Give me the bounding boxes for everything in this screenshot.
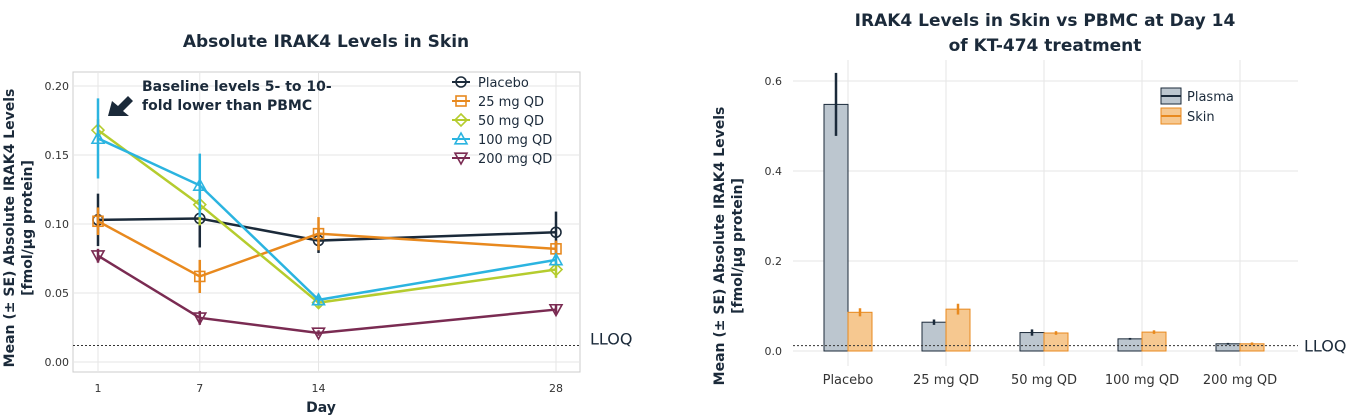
right-y-tick-label: 0.0 xyxy=(765,345,783,358)
left-chart-title: Absolute IRAK4 Levels in Skin xyxy=(183,32,469,52)
bar xyxy=(921,321,947,352)
legend-label: Placebo xyxy=(478,76,529,91)
data-point xyxy=(550,226,562,239)
right-y-axis-label-line2: [fmol/µg protein] xyxy=(730,178,746,314)
left-y-axis-label-line1: Mean (± SE) Absolute IRAK4 Levels xyxy=(2,89,18,368)
left-x-tick-label: 28 xyxy=(549,382,563,395)
bar-series-skin xyxy=(847,303,1265,352)
left-x-tick-label: 1 xyxy=(95,382,102,395)
left-legend-item: 200 mg QD xyxy=(452,152,552,167)
legend-label: Skin xyxy=(1187,110,1215,125)
bar xyxy=(1043,332,1069,352)
data-point xyxy=(548,252,564,266)
right-y-tick-label: 0.2 xyxy=(765,255,783,268)
left-x-tick-label: 14 xyxy=(312,382,326,395)
legend-label: 200 mg QD xyxy=(478,152,552,167)
data-point xyxy=(90,130,106,145)
left-legend: Placebo 25 mg QD 50 mg QD 100 mg QD 200 mg Q… xyxy=(452,76,552,167)
left-y-tick-label: 0.00 xyxy=(45,356,70,369)
right-x-tick-label: Placebo xyxy=(823,373,874,388)
bar xyxy=(1141,331,1167,352)
right-x-ticks: Placebo 25 mg QD 50 mg QD 100 mg QD 200 mg Q… xyxy=(823,373,1278,388)
data-point xyxy=(311,327,326,341)
right-y-tick-label: 0.6 xyxy=(765,75,783,88)
right-x-tick-label: 25 mg QD xyxy=(913,373,979,388)
left-y-tick-label: 0.20 xyxy=(45,80,70,93)
left-y-tick-label: 0.15 xyxy=(45,149,70,162)
left-y-ticks: 0.00 0.05 0.10 0.15 0.20 xyxy=(45,80,70,369)
right-y-tick-label: 0.4 xyxy=(765,165,783,178)
left-lloq-label: LLOQ xyxy=(590,329,632,348)
right-chart-title-line1: IRAK4 Levels in Skin vs PBMC at Day 14 xyxy=(855,11,1236,31)
series-100-mg-qd xyxy=(90,98,564,306)
right-x-tick-label: 50 mg QD xyxy=(1011,373,1077,388)
left-y-tick-label: 0.10 xyxy=(45,218,70,231)
legend-label: 100 mg QD xyxy=(478,133,552,148)
bar-series-plasma xyxy=(823,72,1241,352)
left-plot-frame xyxy=(72,71,581,373)
data-point xyxy=(192,177,208,191)
left-legend-item: Placebo xyxy=(452,76,529,91)
right-legend-item: Skin xyxy=(1160,107,1215,125)
series-line xyxy=(97,137,557,302)
left-legend-item: 50 mg QD xyxy=(452,112,544,129)
bar xyxy=(823,103,849,352)
bar xyxy=(945,308,971,352)
right-x-tick-label: 100 mg QD xyxy=(1105,373,1179,388)
left-y-axis-label: Mean (± SE) Absolute IRAK4 Levels [fmol/… xyxy=(2,89,36,368)
legend-label: 50 mg QD xyxy=(478,114,544,129)
left-y-tick-label: 0.05 xyxy=(45,287,70,300)
data-point xyxy=(312,227,325,240)
data-point xyxy=(90,250,106,264)
right-x-tick-label: 200 mg QD xyxy=(1203,373,1277,388)
right-y-axis-label-line1: Mean (± SE) Absolute IRAK4 Levels xyxy=(712,107,728,386)
legend-label: Plasma xyxy=(1187,90,1234,105)
left-legend-item: 100 mg QD xyxy=(452,131,552,148)
data-point xyxy=(455,76,467,88)
right-y-ticks: 0.0 0.2 0.4 0.6 xyxy=(765,75,783,358)
bar xyxy=(1215,343,1241,352)
data-point xyxy=(453,131,469,145)
series-line xyxy=(97,217,557,242)
bar xyxy=(847,311,873,352)
left-y-axis-label-line2: [fmol/µg protein] xyxy=(20,160,36,296)
data-point xyxy=(92,215,104,228)
series-line xyxy=(97,129,557,304)
legend-label: 25 mg QD xyxy=(478,95,544,110)
data-point xyxy=(311,292,326,306)
data-point xyxy=(453,152,469,166)
annotation-line2: fold lower than PBMC xyxy=(142,98,312,114)
right-lloq-label: LLOQ xyxy=(1304,337,1346,356)
data-point xyxy=(193,270,206,283)
left-legend-item: 25 mg QD xyxy=(452,95,544,110)
data-point xyxy=(455,95,467,107)
left-x-tick-label: 7 xyxy=(196,382,203,395)
left-x-axis-label: Day xyxy=(306,400,336,416)
left-x-ticks: 1 7 14 28 xyxy=(95,382,564,395)
left-series xyxy=(90,98,564,341)
data-point xyxy=(453,112,469,128)
right-legend: Plasma Skin xyxy=(1160,87,1234,125)
annotation-line1: Baseline levels 5- to 10- xyxy=(142,79,332,95)
data-point xyxy=(192,312,208,326)
series-line xyxy=(97,254,557,335)
right-y-axis-label: Mean (± SE) Absolute IRAK4 Levels [fmol/… xyxy=(712,107,746,386)
line-chart-skin: Absolute IRAK4 Levels in Skin 0.000.050.… xyxy=(2,32,632,416)
right-plot-frame xyxy=(793,60,1298,366)
annotation-arrow xyxy=(108,96,133,116)
data-point xyxy=(548,303,564,318)
series-200-mg-qd xyxy=(90,248,564,341)
bar-chart-skin-vs-pbmc: IRAK4 Levels in Skin vs PBMC at Day 14 o… xyxy=(712,11,1346,388)
bar xyxy=(1117,338,1143,352)
right-legend-item: Plasma xyxy=(1160,87,1234,105)
data-point xyxy=(548,262,564,277)
right-bars xyxy=(823,72,1265,352)
right-chart-title-line2: of KT-474 treatment xyxy=(949,36,1142,56)
annotation-arrow-icon xyxy=(108,96,133,116)
